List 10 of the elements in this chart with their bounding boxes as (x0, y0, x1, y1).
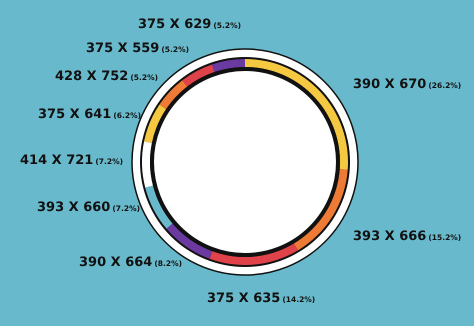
slice-label: 375 X 641 (38, 107, 112, 122)
slice-label: 390 X 670 (353, 77, 426, 92)
slice-label: 390 X 664 (79, 255, 152, 270)
slice-label: 428 X 752 (55, 69, 128, 84)
slice-label: 393 X 660 (37, 200, 110, 215)
slice-label: 375 X 635 (207, 291, 280, 306)
slice-label: 393 X 666 (353, 229, 426, 244)
slice-label: 414 X 721 (20, 153, 94, 168)
slice-label: 375 X 629 (138, 17, 212, 32)
slice-label: 375 X 559 (86, 41, 160, 56)
